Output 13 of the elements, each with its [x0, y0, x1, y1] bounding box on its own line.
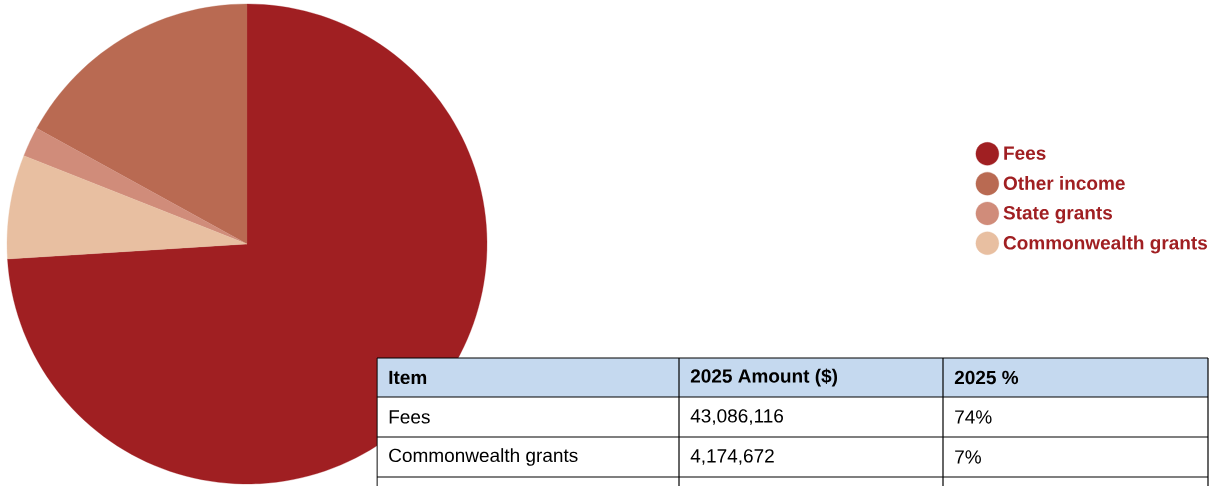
text: 2025 %	[954, 370, 1019, 385]
text: 7%	[955, 450, 981, 464]
text: 4,174,672	[690, 449, 774, 465]
legend-label: Other income	[1003, 176, 1125, 190]
legend-label: Commonwealth grants	[1003, 235, 1207, 254]
text: 2025 Amount ($)	[690, 368, 838, 387]
text: Fees	[389, 410, 430, 424]
text: 74%	[955, 410, 992, 424]
text: Commonwealth grants	[389, 448, 578, 466]
text: Item	[389, 370, 427, 385]
text: 43,086,116	[690, 409, 784, 425]
legend-label: Fees	[1004, 146, 1046, 160]
legend-label: State grants	[1003, 206, 1113, 224]
